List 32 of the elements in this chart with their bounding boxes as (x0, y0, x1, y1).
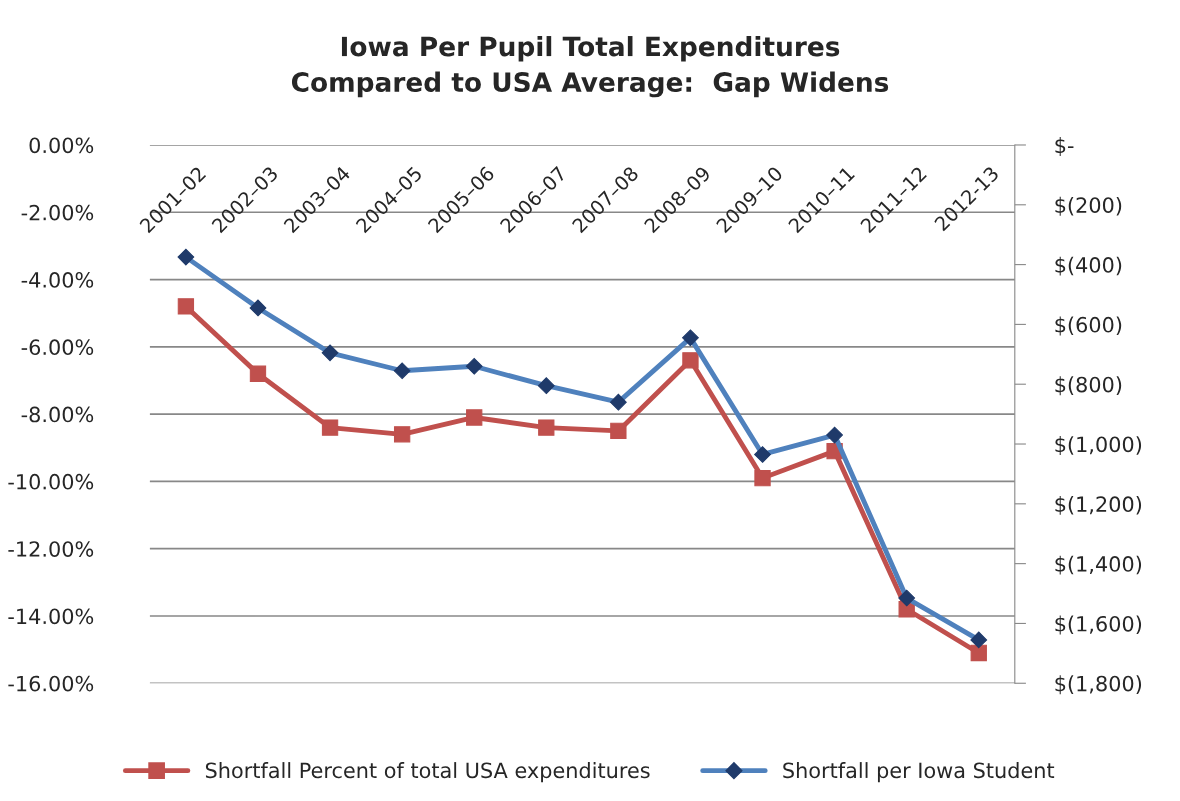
y-tick-label: -2.00% (21, 204, 94, 221)
point (610, 422, 627, 440)
point (177, 298, 195, 315)
y2-tick-label: $(600) (1055, 316, 1122, 336)
y2-tick-label: $(400) (1055, 256, 1122, 276)
point (393, 426, 411, 443)
point (321, 419, 339, 436)
y2-tick-label: $(1,600) (1055, 615, 1142, 635)
point (466, 409, 483, 426)
y-tick-label: -10.00% (8, 473, 94, 490)
y-tick-label: -4.00% (21, 272, 94, 288)
y-tick-label: -16.00% (8, 675, 94, 692)
y2-tick-label: $(1,400) (1055, 555, 1142, 575)
y-tick-label: 0.00% (29, 137, 94, 154)
point (754, 469, 771, 487)
point (970, 644, 987, 662)
legend-label: Shortfall per Iowa Student (783, 762, 1055, 783)
y-tick-label: -6.00% (21, 339, 94, 356)
point (682, 352, 699, 369)
y2-tick-label: $(800) (1055, 376, 1122, 396)
y-tick-label: -12.00% (8, 541, 94, 557)
point (249, 365, 267, 382)
y-tick-label: -14.00% (8, 608, 94, 625)
chart-title: Iowa Per Pupil Total Expenditures Compared to USA Average: Gap Widens (291, 36, 889, 98)
legend-label: Shortfall Percent of total USA expenditures (205, 762, 650, 783)
y-tick-label: -8.00% (21, 406, 94, 423)
y2-tick-label: $(200) (1055, 196, 1122, 216)
y2-tick-label: $(1,800) (1055, 675, 1142, 695)
y2-tick-label: $(1,200) (1055, 495, 1142, 515)
y2-tick-label: $(1,000) (1055, 436, 1142, 455)
y2-tick-label: $- (1055, 137, 1074, 156)
point (538, 419, 555, 436)
